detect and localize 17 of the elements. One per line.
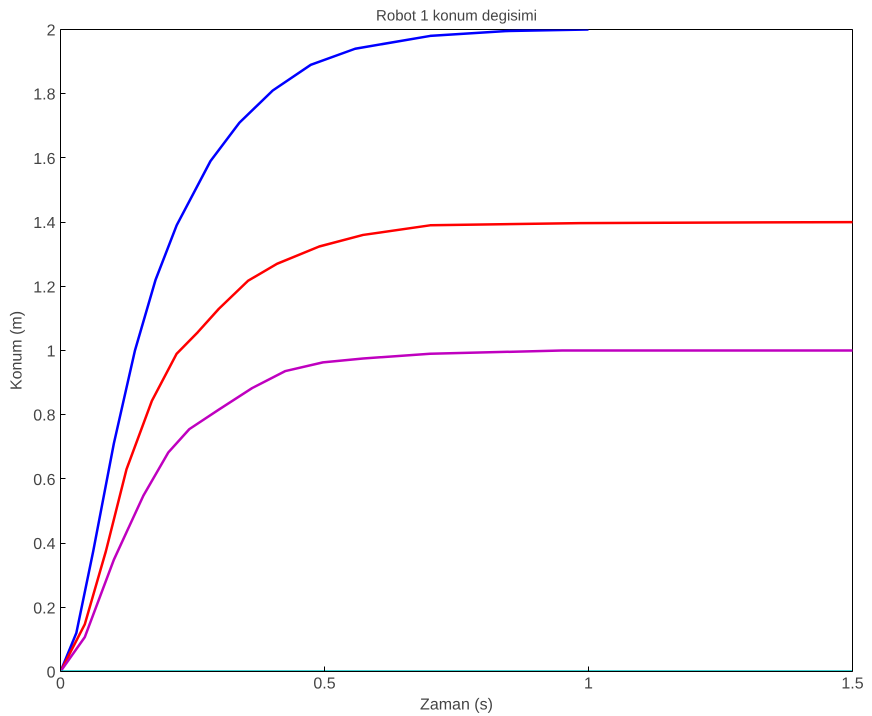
x-tick-label: 1 xyxy=(584,676,594,692)
y-tick-label: 0 xyxy=(46,664,56,682)
y-tick-label: 2 xyxy=(46,22,56,40)
y-tick-label: 1.8 xyxy=(33,86,56,104)
y-tick-label: 1.6 xyxy=(33,150,56,168)
x-tick-label: 1.5 xyxy=(841,676,864,692)
y-axis-title: Konum (m) xyxy=(8,310,26,390)
y-tick-label: 1.4 xyxy=(33,215,56,232)
x-tick-label: 0.5 xyxy=(313,676,336,692)
y-tick-label: 0.2 xyxy=(33,600,56,618)
y-tick-label: 0.6 xyxy=(33,472,56,489)
x-axis-title: Zaman (s) xyxy=(420,696,493,714)
y-tick-label: 0.4 xyxy=(33,536,56,554)
chart-title: Robot 1 konum degisimi xyxy=(376,8,537,24)
y-tick-label: 0.8 xyxy=(33,408,56,425)
y-tick-label: 1.2 xyxy=(33,279,56,296)
y-tick-label: 1 xyxy=(46,344,56,360)
